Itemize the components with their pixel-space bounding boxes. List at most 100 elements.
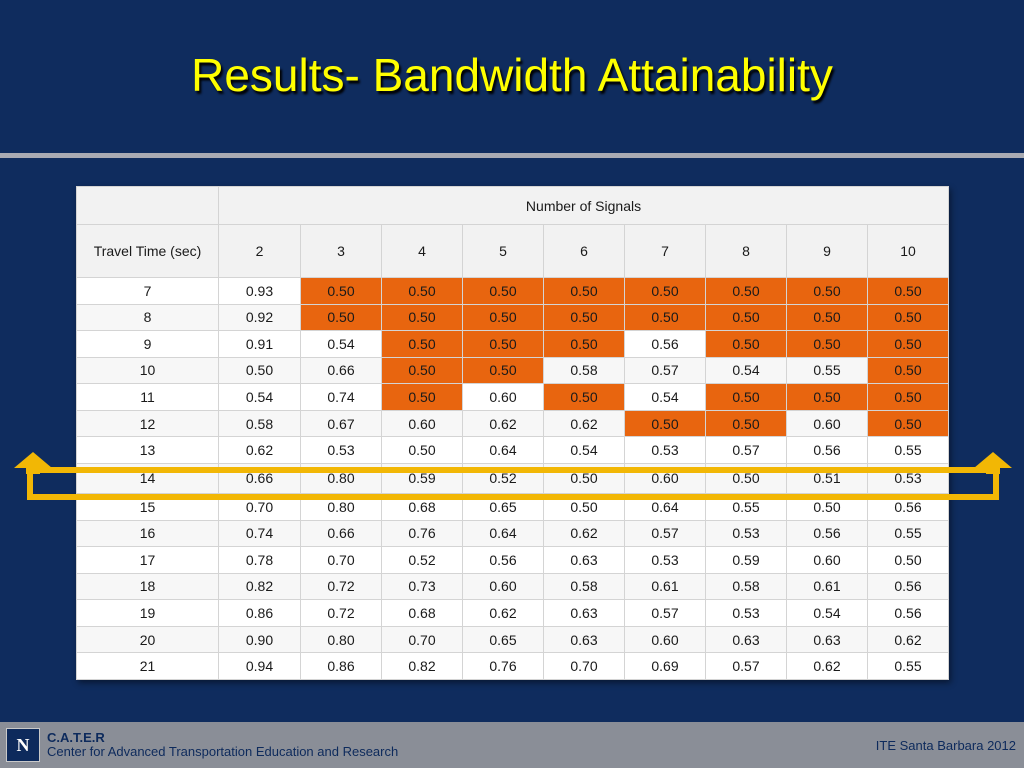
- value-cell: 0.50: [866, 546, 950, 574]
- org-short-name: C.A.T.E.R: [47, 730, 105, 745]
- value-cell: 0.64: [462, 436, 544, 464]
- value-cell: 0.59: [705, 546, 787, 574]
- value-cell: 0.92: [218, 303, 301, 332]
- value-cell: 0.50: [705, 383, 787, 411]
- value-cell: 0.72: [300, 572, 382, 601]
- value-cell: 0.86: [218, 599, 301, 627]
- value-cell: 0.50: [786, 303, 868, 332]
- table-row: 21 0.94 0.86 0.82 0.76 0.70 0.69 0.57 0.62 0.55: [76, 652, 950, 680]
- value-cell: 0.68: [381, 599, 463, 627]
- value-cell: 0.62: [462, 599, 544, 627]
- value-cell: 0.60: [624, 462, 706, 495]
- value-cell: 0.53: [624, 436, 706, 464]
- travel-time-cell: 9: [76, 330, 219, 358]
- travel-time-cell: 15: [76, 493, 219, 521]
- value-cell: 0.50: [543, 277, 625, 305]
- value-cell: 0.55: [866, 436, 950, 464]
- value-cell: 0.59: [381, 462, 463, 495]
- value-cell: 0.50: [786, 330, 868, 358]
- value-cell: 0.50: [462, 356, 544, 385]
- signal-header: 7: [624, 224, 706, 278]
- value-cell: 0.53: [705, 599, 787, 627]
- org-full-name: Center for Advanced Transportation Educa…: [47, 744, 399, 759]
- value-cell: 0.50: [381, 330, 463, 358]
- value-cell: 0.66: [300, 356, 382, 385]
- value-cell: 0.60: [786, 409, 868, 438]
- travel-time-cell: 11: [76, 383, 219, 411]
- travel-time-cell: 17: [76, 546, 219, 574]
- value-cell: 0.50: [300, 277, 382, 305]
- value-cell: 0.50: [786, 493, 868, 521]
- up-arrow-icon: [14, 452, 52, 474]
- value-cell: 0.53: [300, 436, 382, 464]
- value-cell: 0.50: [866, 303, 950, 332]
- value-cell: 0.80: [300, 625, 382, 654]
- signal-header: 3: [300, 224, 382, 278]
- table-row: 10 0.50 0.66 0.50 0.50 0.58 0.57 0.54 0.55 0.50: [76, 356, 950, 385]
- signal-header: 6: [543, 224, 625, 278]
- value-cell: 0.50: [786, 383, 868, 411]
- value-cell: 0.56: [866, 493, 950, 521]
- travel-time-cell: 7: [76, 277, 219, 305]
- value-cell: 0.50: [462, 303, 544, 332]
- value-cell: 0.50: [381, 303, 463, 332]
- value-cell: 0.54: [218, 383, 301, 411]
- value-cell: 0.93: [218, 277, 301, 305]
- value-cell: 0.64: [624, 493, 706, 521]
- value-cell: 0.50: [866, 330, 950, 358]
- value-cell: 0.62: [543, 409, 625, 438]
- value-cell: 0.64: [462, 519, 544, 548]
- value-cell: 0.54: [543, 436, 625, 464]
- value-cell: 0.50: [705, 277, 787, 305]
- value-cell: 0.50: [381, 356, 463, 385]
- value-cell: 0.86: [300, 652, 382, 680]
- table-row: 7 0.93 0.50 0.50 0.50 0.50 0.50 0.50 0.50 0.50: [76, 277, 950, 305]
- value-cell: 0.60: [462, 572, 544, 601]
- value-cell: 0.60: [624, 625, 706, 654]
- value-cell: 0.57: [624, 519, 706, 548]
- table-row: 18 0.82 0.72 0.73 0.60 0.58 0.61 0.58 0.61 0.56: [76, 572, 950, 601]
- value-cell: 0.50: [462, 330, 544, 358]
- value-cell: 0.54: [705, 356, 787, 385]
- value-cell: 0.58: [218, 409, 301, 438]
- group-header-row: Number of Signals: [76, 186, 950, 225]
- value-cell: 0.66: [300, 519, 382, 548]
- value-cell: 0.57: [705, 436, 787, 464]
- value-cell: 0.50: [543, 493, 625, 521]
- value-cell: 0.70: [300, 546, 382, 574]
- value-cell: 0.58: [705, 572, 787, 601]
- value-cell: 0.60: [381, 409, 463, 438]
- table-corner: [76, 186, 219, 225]
- value-cell: 0.62: [866, 625, 950, 654]
- value-cell: 0.54: [300, 330, 382, 358]
- value-cell: 0.63: [705, 625, 787, 654]
- value-cell: 0.63: [543, 599, 625, 627]
- value-cell: 0.69: [624, 652, 706, 680]
- table-body: 7 0.93 0.50 0.50 0.50 0.50 0.50 0.50 0.50 0.50 8 0.…: [76, 277, 950, 680]
- value-cell: 0.62: [218, 436, 301, 464]
- footer-bar: [0, 722, 1024, 768]
- travel-time-cell: 20: [76, 625, 219, 654]
- travel-time-cell: 18: [76, 572, 219, 601]
- value-cell: 0.50: [866, 277, 950, 305]
- value-cell: 0.50: [300, 303, 382, 332]
- column-header-row: Travel Time (sec) 2 3 4 5 6 7 8 9 10: [76, 224, 950, 278]
- title-divider: [0, 153, 1024, 158]
- value-cell: 0.50: [381, 436, 463, 464]
- value-cell: 0.50: [705, 462, 787, 495]
- signal-header: 10: [866, 224, 950, 278]
- value-cell: 0.50: [543, 383, 625, 411]
- value-cell: 0.50: [705, 303, 787, 332]
- travel-time-cell: 21: [76, 652, 219, 680]
- value-cell: 0.66: [218, 462, 301, 495]
- value-cell: 0.60: [462, 383, 544, 411]
- signal-header: 8: [705, 224, 787, 278]
- value-cell: 0.82: [381, 652, 463, 680]
- value-cell: 0.91: [218, 330, 301, 358]
- value-cell: 0.80: [300, 493, 382, 521]
- table-row: 16 0.74 0.66 0.76 0.64 0.62 0.57 0.53 0.56 0.55: [76, 519, 950, 548]
- value-cell: 0.65: [462, 493, 544, 521]
- value-cell: 0.52: [381, 546, 463, 574]
- table-row: 19 0.86 0.72 0.68 0.62 0.63 0.57 0.53 0.54 0.56: [76, 599, 950, 627]
- travel-time-cell: 16: [76, 519, 219, 548]
